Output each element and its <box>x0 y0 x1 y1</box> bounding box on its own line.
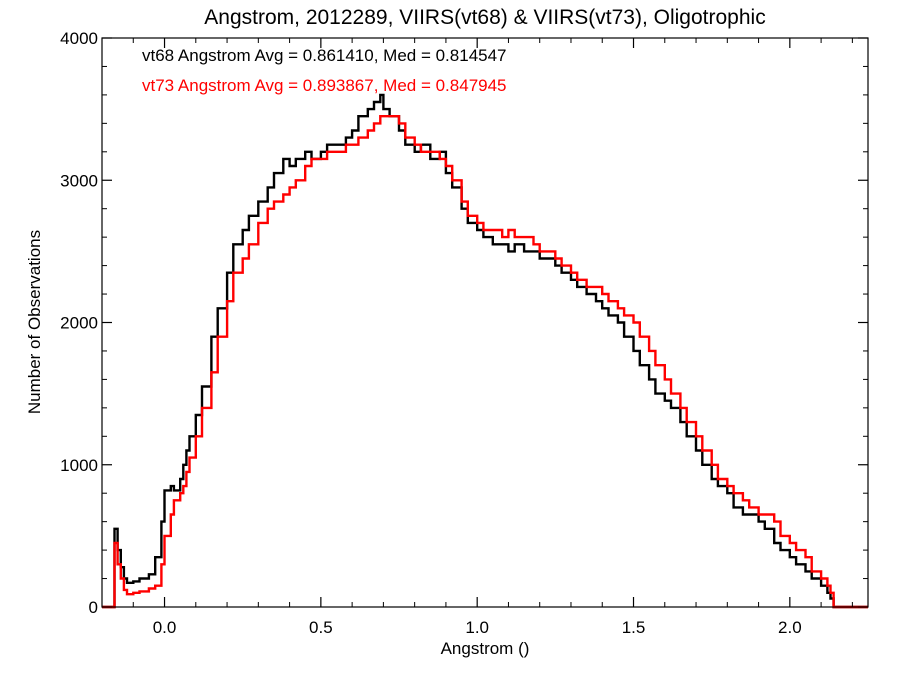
y-tick-label: 4000 <box>60 29 98 48</box>
x-tick-label: 0.0 <box>153 618 177 637</box>
x-tick-label: 0.5 <box>309 618 333 637</box>
annotation-vt73: vt73 Angstrom Avg = 0.893867, Med = 0.84… <box>142 76 507 95</box>
y-axis: 0 1000 2000 3000 4000 <box>60 29 868 617</box>
series-layer <box>102 93 868 609</box>
y-tick-label: 2000 <box>60 314 98 333</box>
x-tick-label: 2.0 <box>778 618 802 637</box>
annotation-vt68: vt68 Angstrom Avg = 0.861410, Med = 0.81… <box>142 46 507 65</box>
x-tick-label: 1.5 <box>622 618 646 637</box>
x-axis: 0.0 0.5 1.0 1.5 2.0 <box>101 38 853 637</box>
y-tick-label: 3000 <box>60 171 98 190</box>
plot-area: 0.0 0.5 1.0 1.5 2.0 0 1000 2000 3000 4000 <box>60 29 869 637</box>
y-tick-label: 1000 <box>60 456 98 475</box>
y-tick-label: 0 <box>89 598 98 617</box>
x-tick-label: 1.0 <box>465 618 489 637</box>
series-line-0 <box>102 93 868 609</box>
series-line-1 <box>102 115 868 609</box>
x-axis-label: Angstrom () <box>441 639 530 658</box>
y-axis-label: Number of Observations <box>25 230 44 414</box>
chart-title: Angstrom, 2012289, VIIRS(vt68) & VIIRS(v… <box>204 6 765 29</box>
